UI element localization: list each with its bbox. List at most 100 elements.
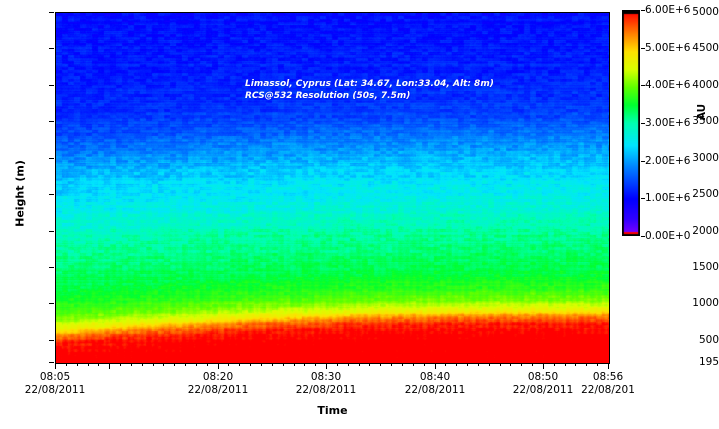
x-tick-mark-minor <box>250 363 251 366</box>
x-tick-mark-minor <box>174 363 175 366</box>
x-tick-mark-minor <box>532 363 533 366</box>
x-tick-time: 08:05 <box>39 371 71 383</box>
x-tick-mark-minor <box>196 363 197 366</box>
x-tick-mark-minor <box>88 363 89 366</box>
x-tick-time: 08:20 <box>202 371 234 383</box>
heatmap-plot-area <box>55 12 610 364</box>
x-tick-mark-minor <box>142 363 143 366</box>
x-tick-mark-minor <box>77 363 78 366</box>
x-tick-mark-minor <box>261 363 262 366</box>
x-tick-mark-minor <box>500 363 501 366</box>
x-tick-date: 22/08/2011 <box>512 384 574 396</box>
x-tick-mark-minor <box>391 363 392 366</box>
x-tick-mark-minor <box>163 363 164 366</box>
x-tick-mark-minor <box>207 363 208 366</box>
colorbar-tick-mark <box>641 10 645 11</box>
x-tick-mark-minor <box>228 363 229 366</box>
y-tick-label: 4500 <box>692 42 719 54</box>
x-tick-mark-minor <box>575 363 576 366</box>
x-tick-mark-minor <box>402 363 403 366</box>
x-tick-mark-minor <box>369 363 370 366</box>
y-tick-mark <box>49 340 54 341</box>
y-tick-mark <box>49 12 54 13</box>
x-tick-mark-minor <box>456 363 457 366</box>
y-tick-mark <box>49 362 54 363</box>
colorbar-tick-mark <box>641 48 645 49</box>
x-tick-date: 22/08/2011 <box>24 384 86 396</box>
x-tick-mark-minor <box>294 363 295 366</box>
x-tick-mark-minor <box>239 363 240 366</box>
x-tick-mark-minor <box>521 363 522 366</box>
x-tick-mark-minor <box>424 363 425 366</box>
colorbar-tick-mark <box>641 161 645 162</box>
x-tick-mark-minor <box>315 363 316 366</box>
x-tick-mark-minor <box>348 363 349 366</box>
x-tick-mark-minor <box>120 363 121 366</box>
x-tick-time: 08:40 <box>419 371 451 383</box>
y-tick-mark <box>49 48 54 49</box>
x-tick-mark-minor <box>467 363 468 366</box>
x-tick-mark-major <box>608 363 609 369</box>
x-tick-label: 08:50 22/08/2011 <box>513 371 574 397</box>
y-tick-label: 3500 <box>692 115 719 127</box>
y-tick-mark <box>49 231 54 232</box>
colorbar-tick-label: 4.00E+6 <box>645 79 691 91</box>
x-tick-mark-minor <box>489 363 490 366</box>
y-tick-label: 2500 <box>692 188 719 200</box>
y-tick-mark <box>49 121 54 122</box>
colorbar-tick-mark <box>641 236 645 237</box>
x-tick-date: 22/08/2011 <box>187 384 249 396</box>
x-tick-mark-minor <box>359 363 360 366</box>
heatmap-canvas <box>56 13 609 363</box>
x-tick-mark-minor <box>131 363 132 366</box>
x-tick-mark-minor <box>413 363 414 366</box>
x-tick-mark-major <box>109 363 110 369</box>
y-tick-label: 500 <box>698 334 719 346</box>
colorbar-title: AU <box>696 103 708 121</box>
x-tick-mark-minor <box>304 363 305 366</box>
x-tick-label: 08:56 22/08/201 <box>581 371 635 397</box>
x-tick-label: 08:30 22/08/2011 <box>296 371 357 397</box>
x-tick-mark-minor <box>597 363 598 366</box>
x-tick-date: 22/08/2011 <box>404 384 466 396</box>
x-tick-time: 08:50 <box>527 371 559 383</box>
x-tick-mark-minor <box>554 363 555 366</box>
colorbar <box>622 10 640 236</box>
x-tick-mark-minor <box>283 363 284 366</box>
x-tick-mark-major <box>326 363 327 369</box>
x-tick-mark-major <box>543 363 544 369</box>
y-tick-mark <box>49 303 54 304</box>
y-tick-mark <box>49 194 54 195</box>
x-tick-label: 08:20 22/08/2011 <box>188 371 249 397</box>
x-tick-mark-minor <box>478 363 479 366</box>
y-axis-title: Height (m) <box>13 160 27 227</box>
x-axis-title: Time <box>317 404 348 417</box>
colorbar-tick-label: 0.00E+0 <box>645 230 691 242</box>
x-tick-date: 22/08/201 <box>581 384 635 396</box>
y-tick-label: 1000 <box>692 297 719 309</box>
x-tick-mark-minor <box>565 363 566 366</box>
x-tick-time: 08:56 <box>592 371 624 383</box>
x-tick-mark-minor <box>153 363 154 366</box>
x-tick-mark-major <box>218 363 219 369</box>
y-tick-label: 195 <box>698 356 719 368</box>
x-tick-time: 08:30 <box>310 371 342 383</box>
y-tick-label: 4000 <box>692 79 719 91</box>
y-tick-label: 1500 <box>692 261 719 273</box>
x-tick-mark-minor <box>66 363 67 366</box>
x-tick-date: 22/08/2011 <box>295 384 357 396</box>
x-tick-mark-major <box>55 363 56 369</box>
colorbar-tick-label: 5.00E+6 <box>645 42 691 54</box>
colorbar-tick-label: 6.00E+6 <box>645 4 691 16</box>
x-tick-mark-minor <box>510 363 511 366</box>
x-tick-mark-minor <box>445 363 446 366</box>
y-tick-label: 5000 <box>692 6 719 18</box>
x-tick-mark-minor <box>272 363 273 366</box>
colorbar-tick-label: 2.00E+6 <box>645 155 691 167</box>
colorbar-tick-mark <box>641 85 645 86</box>
x-tick-mark-minor <box>98 363 99 366</box>
y-tick-mark <box>49 85 54 86</box>
x-tick-mark-minor <box>185 363 186 366</box>
x-tick-mark-minor <box>586 363 587 366</box>
